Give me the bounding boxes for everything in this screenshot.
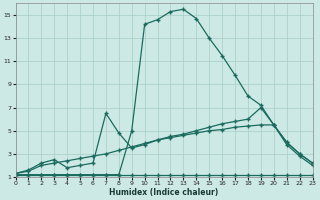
X-axis label: Humidex (Indice chaleur): Humidex (Indice chaleur): [109, 188, 219, 197]
